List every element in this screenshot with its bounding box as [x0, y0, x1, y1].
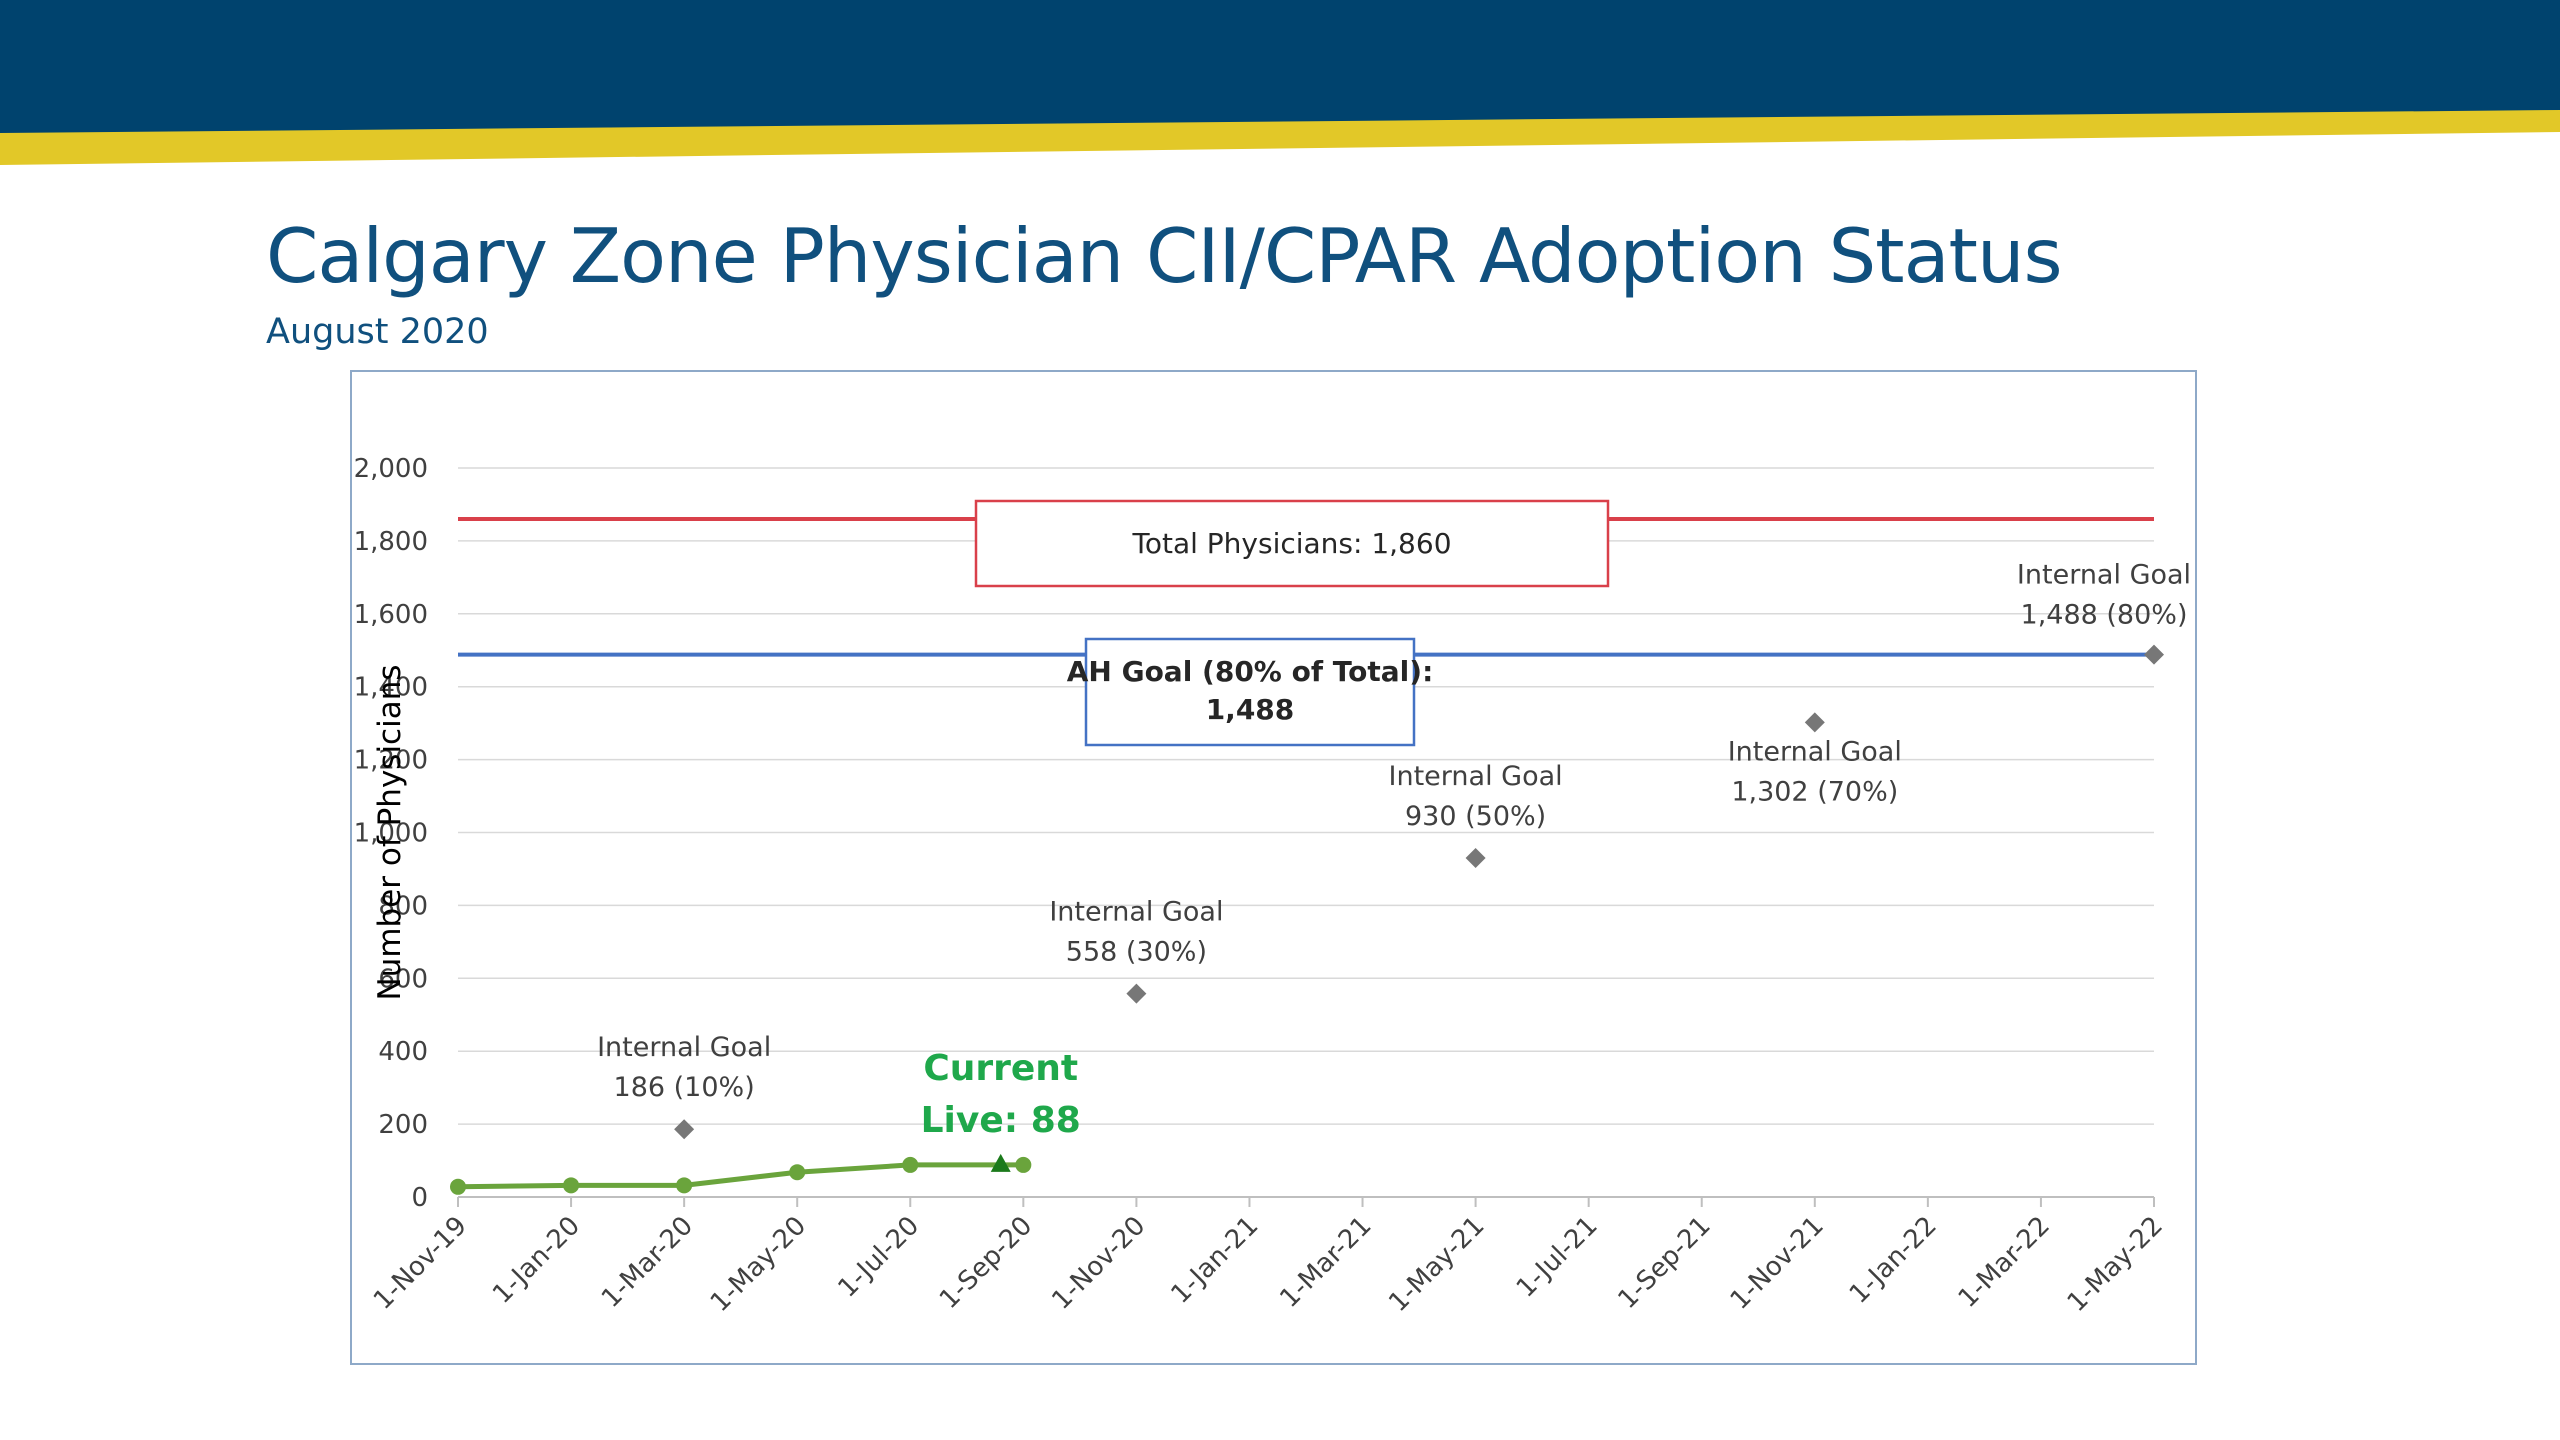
- goal-annotation-line1: Internal Goal: [2017, 560, 2191, 591]
- adoption-point: [902, 1156, 919, 1173]
- y-tick-label: 1,400: [354, 673, 428, 703]
- goal-annotation-line2: 186 (10%): [614, 1072, 755, 1103]
- data-series: [450, 644, 2164, 1195]
- reference-labels: Total Physicians: 1,860 AH Goal (80% of T…: [974, 499, 1610, 747]
- total-physicians-label: Total Physicians: 1,860: [1131, 527, 1451, 560]
- y-tick-label: 1,200: [354, 746, 428, 776]
- current-label-line2: Live: 88: [921, 1100, 1081, 1141]
- adoption-point: [789, 1164, 806, 1181]
- grid-lines: [458, 467, 2154, 1125]
- goal-point: [1126, 983, 1147, 1004]
- y-tick-label: 2,000: [354, 454, 428, 484]
- y-tick-label: 1,000: [354, 819, 428, 849]
- ah-goal-box: [1084, 637, 1416, 747]
- goal-point: [1465, 848, 1486, 869]
- y-tick-label: 400: [378, 1037, 428, 1067]
- banner-band: [0, 0, 2560, 133]
- adoption-point: [563, 1177, 580, 1194]
- y-tick-label: 200: [378, 1110, 428, 1140]
- goal-annotation-line1: Internal Goal: [1389, 761, 1563, 792]
- y-tick-label: 1,800: [354, 527, 428, 557]
- goal-annotation-line2: 558 (30%): [1066, 937, 1207, 968]
- adoption-point: [1015, 1156, 1032, 1173]
- goal-annotation-line2: 930 (50%): [1405, 801, 1546, 832]
- y-tick-label: 1,600: [354, 600, 428, 630]
- y-axis-ticks: 0 200 400 600 800 1,000 1,200 1,400 1,600 1,800 2,…: [354, 454, 428, 1213]
- adoption-chart: 0 200 400 600 800 1,000 1,200 1,400 1,600 1,800 2,…: [350, 370, 2197, 1365]
- current-live-marker: Current Live: 88: [921, 1048, 1081, 1172]
- header-banner: [0, 0, 2560, 165]
- goal-point: [674, 1119, 695, 1140]
- goal-point: [1804, 712, 1825, 733]
- y-axis-label: Number of Physicians: [372, 664, 408, 1000]
- adoption-point: [676, 1177, 693, 1194]
- y-tick-label: 0: [411, 1183, 428, 1213]
- page-title: Calgary Zone Physician CII/CPAR Adoption…: [266, 212, 2063, 300]
- goal-annotation-line1: Internal Goal: [1728, 736, 1902, 767]
- goal-annotation-line1: Internal Goal: [597, 1032, 771, 1063]
- current-label-line1: Current: [923, 1048, 1078, 1089]
- y-tick-label: 800: [378, 891, 428, 921]
- goal-annotations: Internal Goal 186 (10%) Internal Goal 558 (…: [597, 560, 2191, 1104]
- ah-goal-label-line2: 1,488: [1206, 693, 1295, 726]
- goal-annotation-line1: Internal Goal: [1049, 897, 1223, 928]
- y-tick-label: 600: [378, 964, 428, 994]
- current-marker-triangle: [990, 1153, 1011, 1172]
- goal-annotation-line2: 1,488 (80%): [2021, 600, 2188, 631]
- page-subtitle: August 2020: [266, 312, 489, 352]
- total-physicians-box: [974, 499, 1610, 588]
- goal-annotation-line2: 1,302 (70%): [1731, 776, 1898, 807]
- goal-point: [2144, 644, 2164, 665]
- ah-goal-label-line1: AH Goal (80% of Total):: [1067, 655, 1434, 688]
- adoption-line: [457, 1162, 1024, 1190]
- adoption-point: [450, 1178, 466, 1195]
